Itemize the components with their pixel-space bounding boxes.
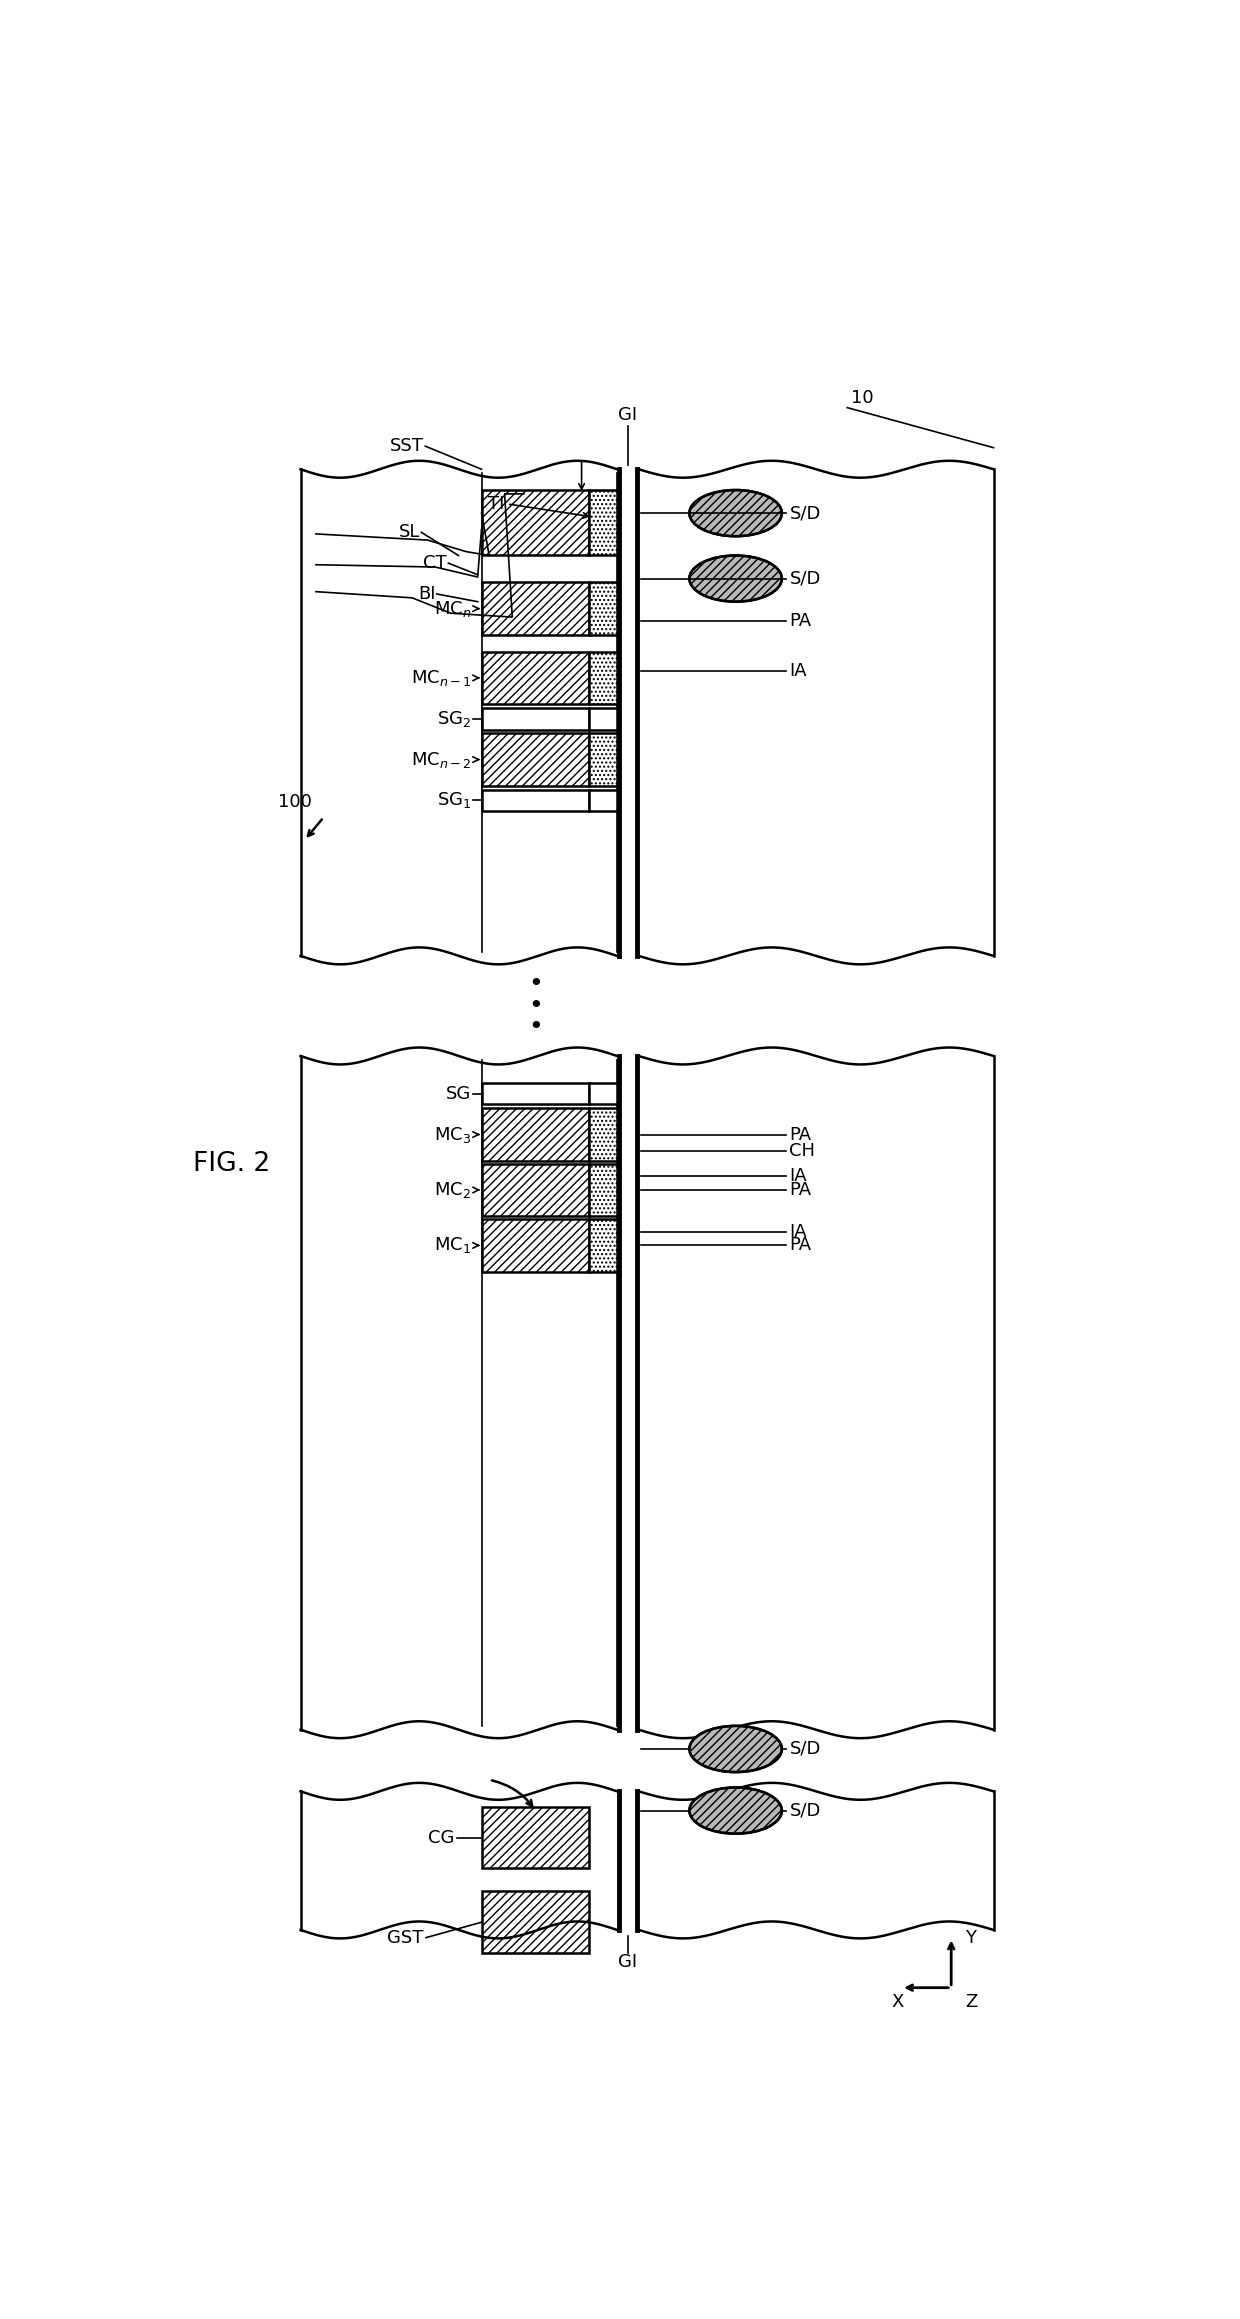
Text: IA: IA [790, 661, 807, 679]
Bar [589, 1220, 618, 1271]
Text: MC$_{n-1}$: MC$_{n-1}$ [410, 668, 471, 689]
Text: IA: IA [790, 1166, 807, 1185]
Bar [589, 707, 618, 730]
Text: 100: 100 [278, 793, 312, 812]
Bar [589, 1083, 618, 1104]
Ellipse shape [689, 1725, 781, 1772]
Text: CG: CG [428, 1827, 455, 1846]
Bar [589, 489, 618, 557]
Text: GST: GST [387, 1929, 424, 1946]
Bar [481, 707, 589, 730]
Text: MC$_n$: MC$_n$ [434, 598, 471, 619]
Text: BI: BI [418, 584, 435, 603]
Bar [481, 1108, 589, 1162]
Bar [481, 582, 589, 635]
Bar [589, 652, 618, 705]
Bar [481, 1807, 589, 1869]
Bar [589, 582, 618, 635]
Text: TI: TI [489, 494, 505, 512]
Bar [619, 1790, 637, 1929]
Bar [481, 733, 589, 786]
Text: SG$_2$: SG$_2$ [438, 710, 471, 728]
Text: PA: PA [790, 1125, 812, 1143]
Bar [481, 489, 589, 557]
Text: GI: GI [619, 406, 637, 424]
Bar [619, 1055, 637, 1730]
Text: MC$_3$: MC$_3$ [434, 1125, 471, 1146]
Bar [481, 1892, 589, 1953]
Text: PA: PA [790, 612, 812, 631]
Text: FIG. 2: FIG. 2 [192, 1150, 270, 1176]
Text: MC$_{n-2}$: MC$_{n-2}$ [410, 749, 471, 770]
Text: S/D: S/D [790, 1802, 821, 1820]
Text: S/D: S/D [790, 1739, 821, 1758]
Bar [589, 788, 618, 812]
Ellipse shape [689, 1788, 781, 1834]
Bar [481, 788, 589, 812]
Text: IA: IA [790, 1222, 807, 1241]
Text: PA: PA [790, 1236, 812, 1255]
Bar [589, 1108, 618, 1162]
Text: SG$_1$: SG$_1$ [436, 791, 471, 809]
Text: MC$_2$: MC$_2$ [434, 1180, 471, 1199]
Text: SL: SL [398, 524, 420, 540]
Text: SST: SST [389, 438, 424, 455]
Text: SG: SG [446, 1085, 471, 1104]
Bar [481, 1164, 589, 1215]
Bar [589, 1164, 618, 1215]
Bar [481, 1220, 589, 1271]
Text: 10: 10 [851, 390, 874, 406]
Ellipse shape [689, 557, 781, 601]
Text: S/D: S/D [790, 503, 821, 522]
Text: Z: Z [965, 1992, 977, 2011]
Text: CH: CH [790, 1143, 816, 1160]
Bar [589, 733, 618, 786]
Text: PA: PA [790, 1180, 812, 1199]
Text: CT: CT [423, 554, 446, 573]
Text: X: X [892, 1992, 904, 2011]
Text: •: • [528, 995, 543, 1018]
Text: Y: Y [965, 1929, 976, 1946]
Bar [619, 468, 637, 955]
Text: MC$_1$: MC$_1$ [434, 1236, 471, 1255]
Text: •: • [528, 972, 543, 997]
Text: GI: GI [619, 1953, 637, 1971]
Bar [481, 1083, 589, 1104]
Ellipse shape [689, 489, 781, 536]
Bar [481, 652, 589, 705]
Text: S/D: S/D [790, 570, 821, 587]
Text: •: • [528, 1016, 543, 1039]
